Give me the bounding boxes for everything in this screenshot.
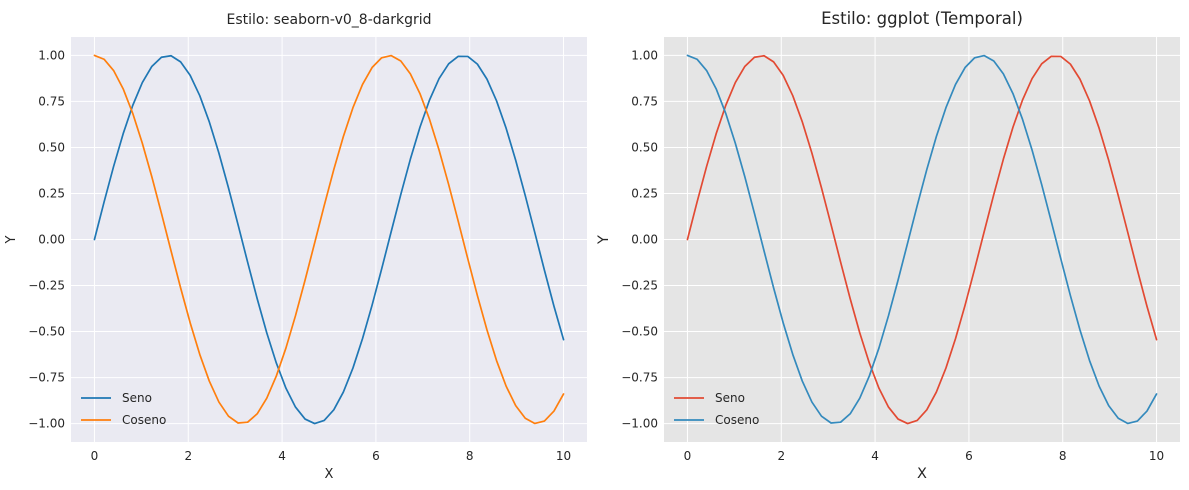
legend-label-seno: Seno (122, 391, 152, 405)
x-tick-label: 8 (1059, 449, 1067, 463)
y-axis-label: Y (596, 235, 612, 245)
y-tick-label: −0.25 (621, 279, 658, 293)
y-tick-label: 0.00 (38, 233, 65, 247)
x-tick-label: 6 (372, 449, 380, 463)
x-tick-label: 0 (91, 449, 99, 463)
x-tick-label: 6 (965, 449, 973, 463)
y-tick-label: 0.75 (38, 94, 65, 108)
y-tick-label: 0.25 (631, 186, 658, 200)
y-tick-label: −0.25 (28, 279, 65, 293)
legend-label-seno: Seno (715, 391, 745, 405)
x-axis-label: X (917, 466, 927, 482)
legend-label-coseno: Coseno (122, 413, 166, 427)
chart-title: Estilo: seaborn-v0_8-darkgrid (226, 12, 431, 28)
chart-panel-seaborn: 0 2 4 6 8 10 1.00 0.75 0.50 0.25 0.00 −0.25 −0.50 −0.… (4, 12, 587, 482)
y-tick-label: 0.00 (631, 233, 658, 247)
legend-label-coseno: Coseno (715, 413, 759, 427)
y-axis-label: Y (4, 235, 19, 244)
x-tick-label: 4 (278, 449, 286, 463)
series-line-coseno (93, 54, 565, 425)
chart-title: Estilo: ggplot (Temporal) (821, 9, 1023, 28)
y-tick-label: 0.25 (38, 186, 65, 200)
y-tick-label: −0.75 (28, 371, 65, 385)
x-axis-label: X (325, 467, 334, 482)
series-line-coseno (686, 54, 1158, 425)
legend: Seno Coseno (81, 391, 166, 427)
y-tick-label: 0.50 (631, 140, 658, 154)
x-tick-label: 4 (871, 449, 879, 463)
x-tick-label: 10 (556, 449, 571, 463)
y-tick-label: 1.00 (631, 48, 658, 62)
y-tick-label: −0.50 (621, 325, 658, 339)
y-tick-label: −0.50 (28, 325, 65, 339)
x-tick-label: 10 (1149, 449, 1164, 463)
legend: Seno Coseno (674, 391, 759, 427)
chart-panel-ggplot: 0 2 4 6 8 10 1.00 0.75 0.50 0.25 0.00 −0.25 −0.50 −0.… (596, 9, 1180, 482)
y-tick-label: −1.00 (28, 417, 65, 431)
x-tick-label: 0 (684, 449, 692, 463)
y-tick-label: 0.50 (38, 140, 65, 154)
x-tick-label: 8 (466, 449, 474, 463)
series-line-seno (686, 54, 1158, 425)
x-tick-label: 2 (777, 449, 785, 463)
x-tick-label: 2 (184, 449, 192, 463)
y-tick-label: −1.00 (621, 417, 658, 431)
y-tick-label: 1.00 (38, 48, 65, 62)
y-tick-label: 0.75 (631, 94, 658, 108)
y-tick-label: −0.75 (621, 371, 658, 385)
series-line-seno (93, 54, 565, 425)
